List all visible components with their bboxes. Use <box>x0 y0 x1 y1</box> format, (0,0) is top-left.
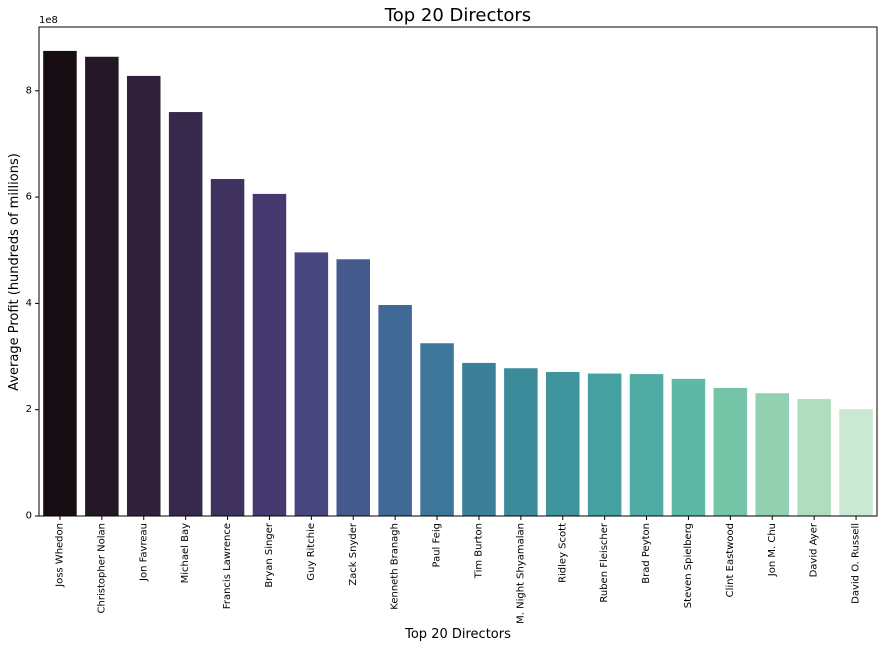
bar <box>252 193 287 516</box>
bar <box>378 304 412 516</box>
y-axis-offset-label: 1e8 <box>39 15 58 26</box>
x-tick-label: Clint Eastwood <box>725 523 736 597</box>
x-axis-label: Top 20 Directors <box>404 627 511 642</box>
bar <box>713 387 748 516</box>
x-tick-label: M. Night Shyamalan <box>515 523 526 624</box>
x-tick-label: Steven Spielberg <box>683 523 694 608</box>
bar <box>126 75 161 517</box>
x-tick-label: Michael Bay <box>180 523 191 583</box>
bar <box>210 179 245 517</box>
x-tick-label: Jon Favreau <box>138 523 149 582</box>
bar <box>294 252 329 516</box>
x-axis-ticks: Joss Whedon Christopher Nolan Jon Favreau M… <box>54 516 862 624</box>
y-axis-ticks: 0 2 4 6 8 <box>26 85 39 522</box>
plot-frame <box>38 26 878 517</box>
bar <box>420 343 454 516</box>
x-tick-label: Tim Burton <box>473 523 484 579</box>
y-tick-label: 8 <box>26 85 32 96</box>
y-tick-label: 0 <box>26 511 32 522</box>
bar <box>545 371 580 516</box>
bar <box>587 373 622 516</box>
bar <box>839 409 873 516</box>
x-tick-label: Ruben Fleischer <box>599 522 610 603</box>
x-tick-label: David O. Russell <box>851 523 862 604</box>
bar <box>462 362 496 516</box>
x-tick-label: Francis Lawrence <box>222 523 233 609</box>
y-tick-label: 2 <box>26 404 32 415</box>
x-tick-label: Kenneth Branagh <box>390 523 401 610</box>
x-tick-label: Jon M. Chu <box>767 523 778 577</box>
x-tick-label: Paul Feig <box>432 523 443 568</box>
x-tick-label: David Ayer <box>809 522 820 577</box>
bar <box>336 259 371 516</box>
y-tick-label: 4 <box>26 298 32 309</box>
x-tick-label: Brad Peyton <box>641 523 652 584</box>
x-tick-label: Christopher Nolan <box>96 523 107 613</box>
bars-group <box>43 50 873 517</box>
bar <box>629 374 664 516</box>
chart-title: Top 20 Directors <box>384 5 531 26</box>
bar <box>755 393 790 516</box>
bar <box>797 399 831 516</box>
bar <box>85 56 119 516</box>
y-axis-label: Average Profit (hundreds of millions) <box>7 153 22 391</box>
bar <box>43 50 77 516</box>
x-tick-label: Guy Ritchie <box>306 523 317 581</box>
bar <box>671 378 706 516</box>
x-tick-label: Ridley Scott <box>557 523 568 583</box>
x-tick-label: Bryan Singer <box>264 522 275 587</box>
bar <box>168 112 203 516</box>
y-tick-label: 6 <box>26 192 32 203</box>
bar <box>504 368 538 516</box>
x-tick-label: Joss Whedon <box>54 523 65 588</box>
x-tick-label: Zack Snyder <box>348 522 359 586</box>
